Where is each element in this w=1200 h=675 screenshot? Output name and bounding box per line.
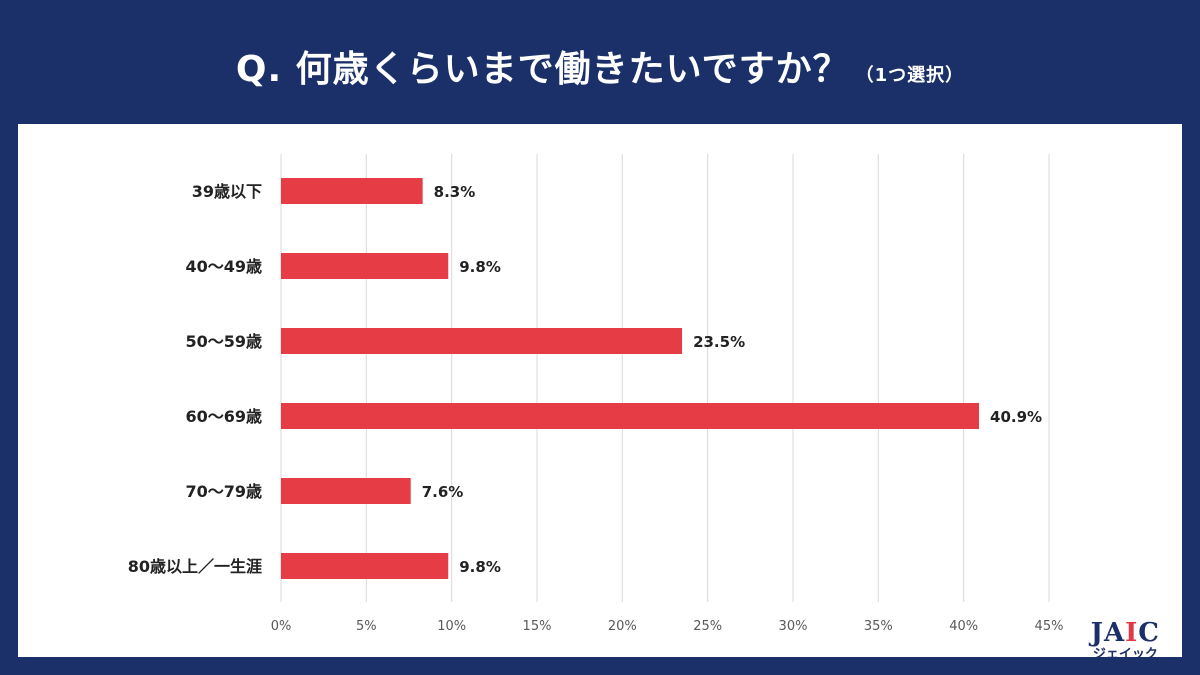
value-label: 9.8%: [459, 558, 501, 576]
bar: [281, 328, 683, 354]
x-tick-label: 40%: [949, 619, 978, 634]
x-tick-label: 25%: [693, 619, 722, 634]
question-note: （1つ選択）: [855, 65, 965, 86]
x-tick-label: 5%: [356, 619, 377, 634]
question-text: Q. 何歳くらいまで働きたいですか？: [235, 49, 850, 90]
logo-katakana: ジェイック: [1092, 647, 1158, 662]
x-tick-label: 45%: [1035, 619, 1064, 634]
category-label: 60〜69歳: [185, 407, 262, 426]
bar: [281, 178, 423, 204]
x-tick-label: 15%: [523, 619, 552, 634]
category-label: 80歳以上／一生涯: [128, 557, 262, 576]
bar: [281, 478, 411, 504]
bar: [281, 553, 449, 579]
x-tick-label: 35%: [864, 619, 893, 634]
category-label: 40〜49歳: [185, 257, 262, 276]
chart-panel: [18, 124, 1182, 657]
value-label: 7.6%: [422, 483, 464, 501]
value-label: 9.8%: [459, 258, 501, 276]
value-label: 40.9%: [990, 408, 1042, 426]
x-tick-label: 10%: [437, 619, 466, 634]
bar: [281, 403, 980, 429]
category-label: 70〜79歳: [185, 482, 262, 501]
chart-title: Q. 何歳くらいまで働きたいですか？ （1つ選択）: [0, 40, 1200, 92]
logo-wordmark: JAIC: [1090, 618, 1160, 648]
bar: [281, 253, 449, 279]
category-label: 39歳以下: [192, 182, 262, 201]
jaic-logo: JAIC ジェイック: [1091, 619, 1160, 663]
category-label: 50〜59歳: [185, 332, 262, 351]
x-tick-label: 0%: [271, 619, 292, 634]
x-tick-label: 20%: [608, 619, 637, 634]
value-label: 23.5%: [693, 333, 745, 351]
value-label: 8.3%: [434, 183, 476, 201]
x-tick-label: 30%: [779, 619, 808, 634]
